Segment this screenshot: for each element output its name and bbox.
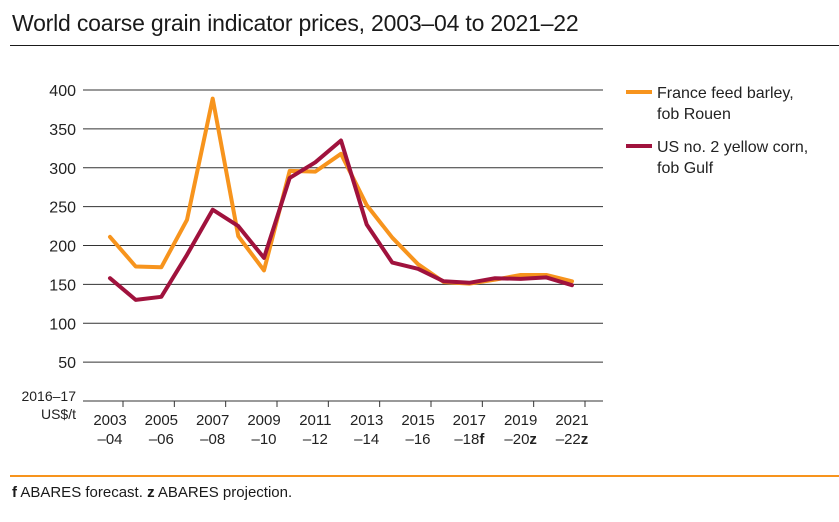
x-tick-suffix: f (479, 431, 485, 448)
x-tick-label: –10 (251, 431, 276, 448)
y-tick-label: 250 (49, 200, 76, 217)
x-tick-label: –14 (354, 431, 379, 448)
x-tick-suffix: z (529, 431, 537, 448)
x-tick-suffix: z (581, 431, 589, 448)
x-tick-label: 2003 (93, 412, 126, 429)
y-axis-unit-label: 2016–17 (21, 388, 76, 404)
x-tick-label: 2007 (196, 412, 229, 429)
x-tick-label: –20z (504, 431, 537, 448)
x-tick-label: 2005 (145, 412, 178, 429)
x-tick-label: –12 (303, 431, 328, 448)
legend-label: US no. 2 yellow corn, (657, 139, 808, 156)
series-line-us-yellow-corn (108, 138, 574, 302)
chart-title: World coarse grain indicator prices, 200… (12, 10, 579, 36)
series-line-france-feed-barley (108, 96, 574, 286)
line-chart: 50 100 150 200 250 300 350 400 2016–17 US$/t 2003 –… (21, 83, 808, 448)
x-tick-label: 2013 (350, 412, 383, 429)
x-tick-label: –06 (149, 431, 174, 448)
legend-label: fob Rouen (657, 106, 731, 123)
x-tick-label: 2009 (247, 412, 280, 429)
y-tick-label: 200 (49, 239, 76, 256)
y-tick-label: 400 (49, 83, 76, 100)
x-tick-label: –16 (405, 431, 430, 448)
y-tick-label: 350 (49, 122, 76, 139)
x-tick-label: –18f (454, 431, 485, 448)
footer-divider (10, 475, 839, 477)
legend-label: France feed barley, (657, 85, 794, 102)
footnote: f ABARES forecast. z ABARES projection. (12, 484, 292, 501)
x-tick-label: –08 (200, 431, 225, 448)
x-tick-label: 2019 (504, 412, 537, 429)
x-tick-label: 2015 (401, 412, 434, 429)
y-tick-label: 150 (49, 277, 76, 294)
footnote-z-text: ABARES projection. (154, 484, 293, 501)
title-divider (10, 45, 839, 46)
x-tick-label: 2021 (555, 412, 588, 429)
y-axis-unit-label: US$/t (41, 406, 76, 422)
footnote-f-marker: f (12, 484, 17, 501)
footnote-f-text: ABARES forecast. (17, 484, 148, 501)
legend-label: fob Gulf (657, 160, 714, 177)
x-tick-label: 2017 (453, 412, 486, 429)
y-tick-label: 100 (49, 316, 76, 333)
y-tick-label: 300 (49, 161, 76, 178)
x-tick-label: 2011 (299, 412, 331, 429)
footnote-z-marker: z (147, 484, 155, 501)
y-tick-label: 50 (58, 355, 76, 372)
x-tick-label: –04 (97, 431, 122, 448)
x-tick-label: –22z (556, 431, 589, 448)
